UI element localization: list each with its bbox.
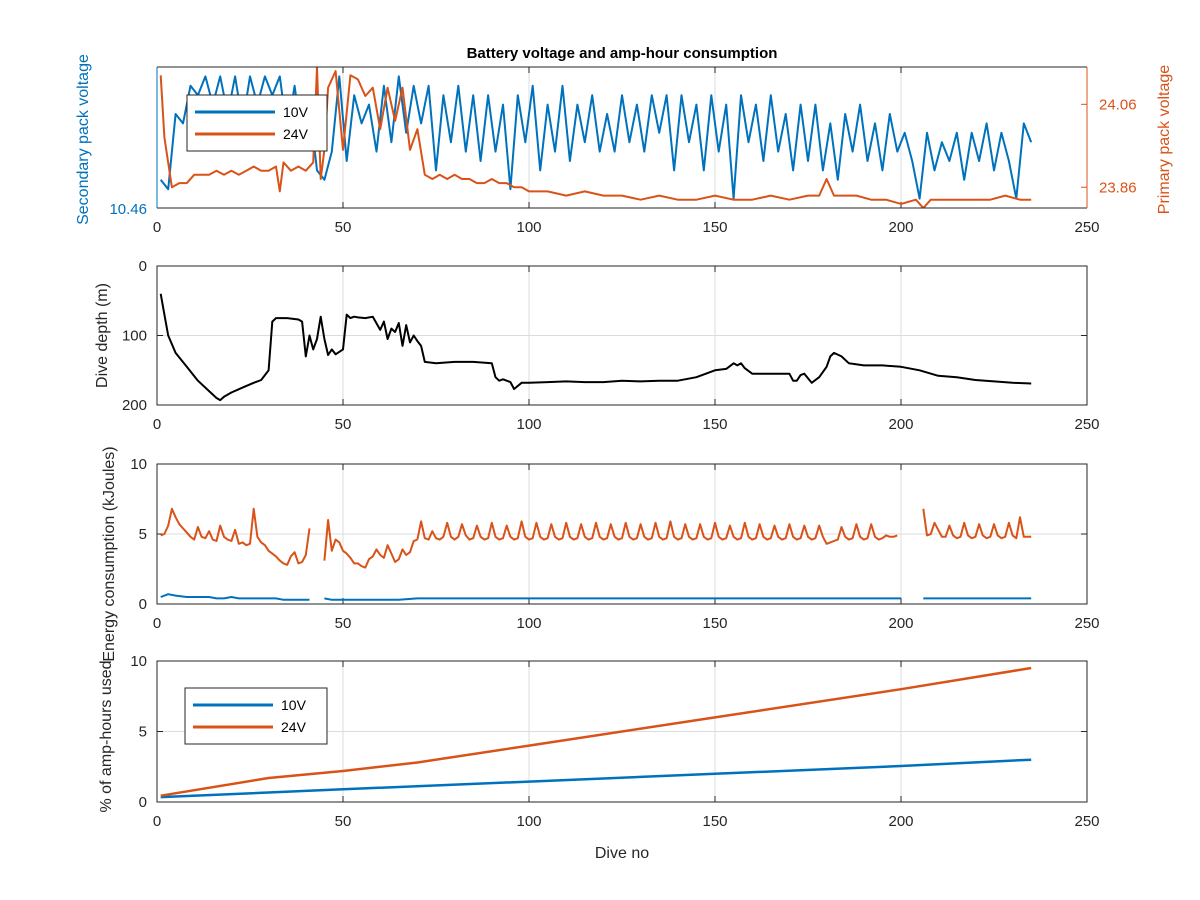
x-tick-label: 150 (702, 416, 727, 433)
series-line-10V-segment-2 (324, 597, 901, 601)
x-tick-label: 200 (888, 813, 913, 830)
legend-box (186, 94, 328, 152)
series-line-10V-segment-1 (160, 593, 310, 601)
panel-1: 0 50 100 150 200 25023.8624.0610.4610V24VBatt… (75, 45, 1173, 236)
series-line-24V-segment-4 (922, 508, 1032, 540)
legend-box (184, 687, 328, 745)
panel-2: 0 50 100 150 200 250 0 100 200 Dive depth (m) (94, 258, 1100, 433)
series-line-depth (159, 293, 1032, 402)
y-left-tick-label: 10.46 (109, 201, 147, 218)
series-line-24V-segment-1 (160, 507, 311, 566)
x-tick-label: 50 (335, 219, 352, 236)
x-tick-label: 200 (888, 219, 913, 236)
axes-box (156, 463, 1088, 605)
y-right-tick-label: 24.06 (1099, 96, 1137, 113)
x-tick-label: 100 (516, 615, 541, 632)
x-tick-label: 0 (153, 615, 161, 632)
x-tick-label: 150 (702, 615, 727, 632)
y-tick-label: 10 (130, 456, 147, 473)
legend-label: 24V (281, 719, 307, 735)
series-line-24V (160, 666, 1032, 797)
series-line-24V-segment-3 (416, 520, 898, 545)
panel-3: 0 50 100 150 200 250 0 5 10 Energy consumption (k… (101, 446, 1100, 661)
y-tick-label: 0 (139, 794, 147, 811)
series-line-24V-segment-2 (323, 519, 418, 569)
y-left-axis-label: Secondary pack voltage (75, 54, 92, 225)
x-tick-label: 250 (1074, 813, 1099, 830)
x-tick-label: 0 (153, 219, 161, 236)
legend-label: 10V (283, 104, 309, 120)
x-tick-label: 50 (335, 813, 352, 830)
y-tick-label: 100 (122, 328, 147, 345)
axes-box (156, 660, 1088, 803)
y-tick-label: 5 (139, 526, 147, 543)
x-tick-label: 50 (335, 416, 352, 433)
y-tick-label: 0 (139, 258, 147, 275)
y-axis-label: Energy consumption (kJoules) (101, 446, 118, 661)
y-tick-label: 5 (139, 724, 147, 741)
x-axis-label: Dive no (595, 845, 649, 862)
x-tick-label: 200 (888, 615, 913, 632)
y-axis-label: % of amp-hours used (98, 660, 115, 812)
x-tick-label: 150 (702, 813, 727, 830)
x-tick-label: 100 (516, 219, 541, 236)
y-axis-label: Dive depth (m) (94, 283, 111, 388)
x-tick-label: 250 (1074, 416, 1099, 433)
y-tick-label: 10 (130, 653, 147, 670)
y-right-tick-label: 23.86 (1099, 179, 1137, 196)
x-tick-label: 50 (335, 615, 352, 632)
axes-box (156, 265, 1088, 406)
legend-label: 10V (281, 697, 307, 713)
chart-title: Battery voltage and amp-hour consumption (467, 45, 778, 62)
legend-label: 24V (283, 126, 309, 142)
x-tick-label: 150 (702, 219, 727, 236)
x-tick-label: 250 (1074, 219, 1099, 236)
y-tick-label: 0 (139, 596, 147, 613)
y-tick-label: 200 (122, 397, 147, 414)
series-line-24V (159, 67, 1032, 208)
series-line-10V (160, 758, 1032, 799)
x-tick-label: 250 (1074, 615, 1099, 632)
x-tick-label: 100 (516, 416, 541, 433)
x-tick-label: 0 (153, 813, 161, 830)
x-tick-label: 100 (516, 813, 541, 830)
x-tick-label: 0 (153, 416, 161, 433)
y-right-axis-label: Primary pack voltage (1156, 65, 1173, 214)
x-tick-label: 200 (888, 416, 913, 433)
